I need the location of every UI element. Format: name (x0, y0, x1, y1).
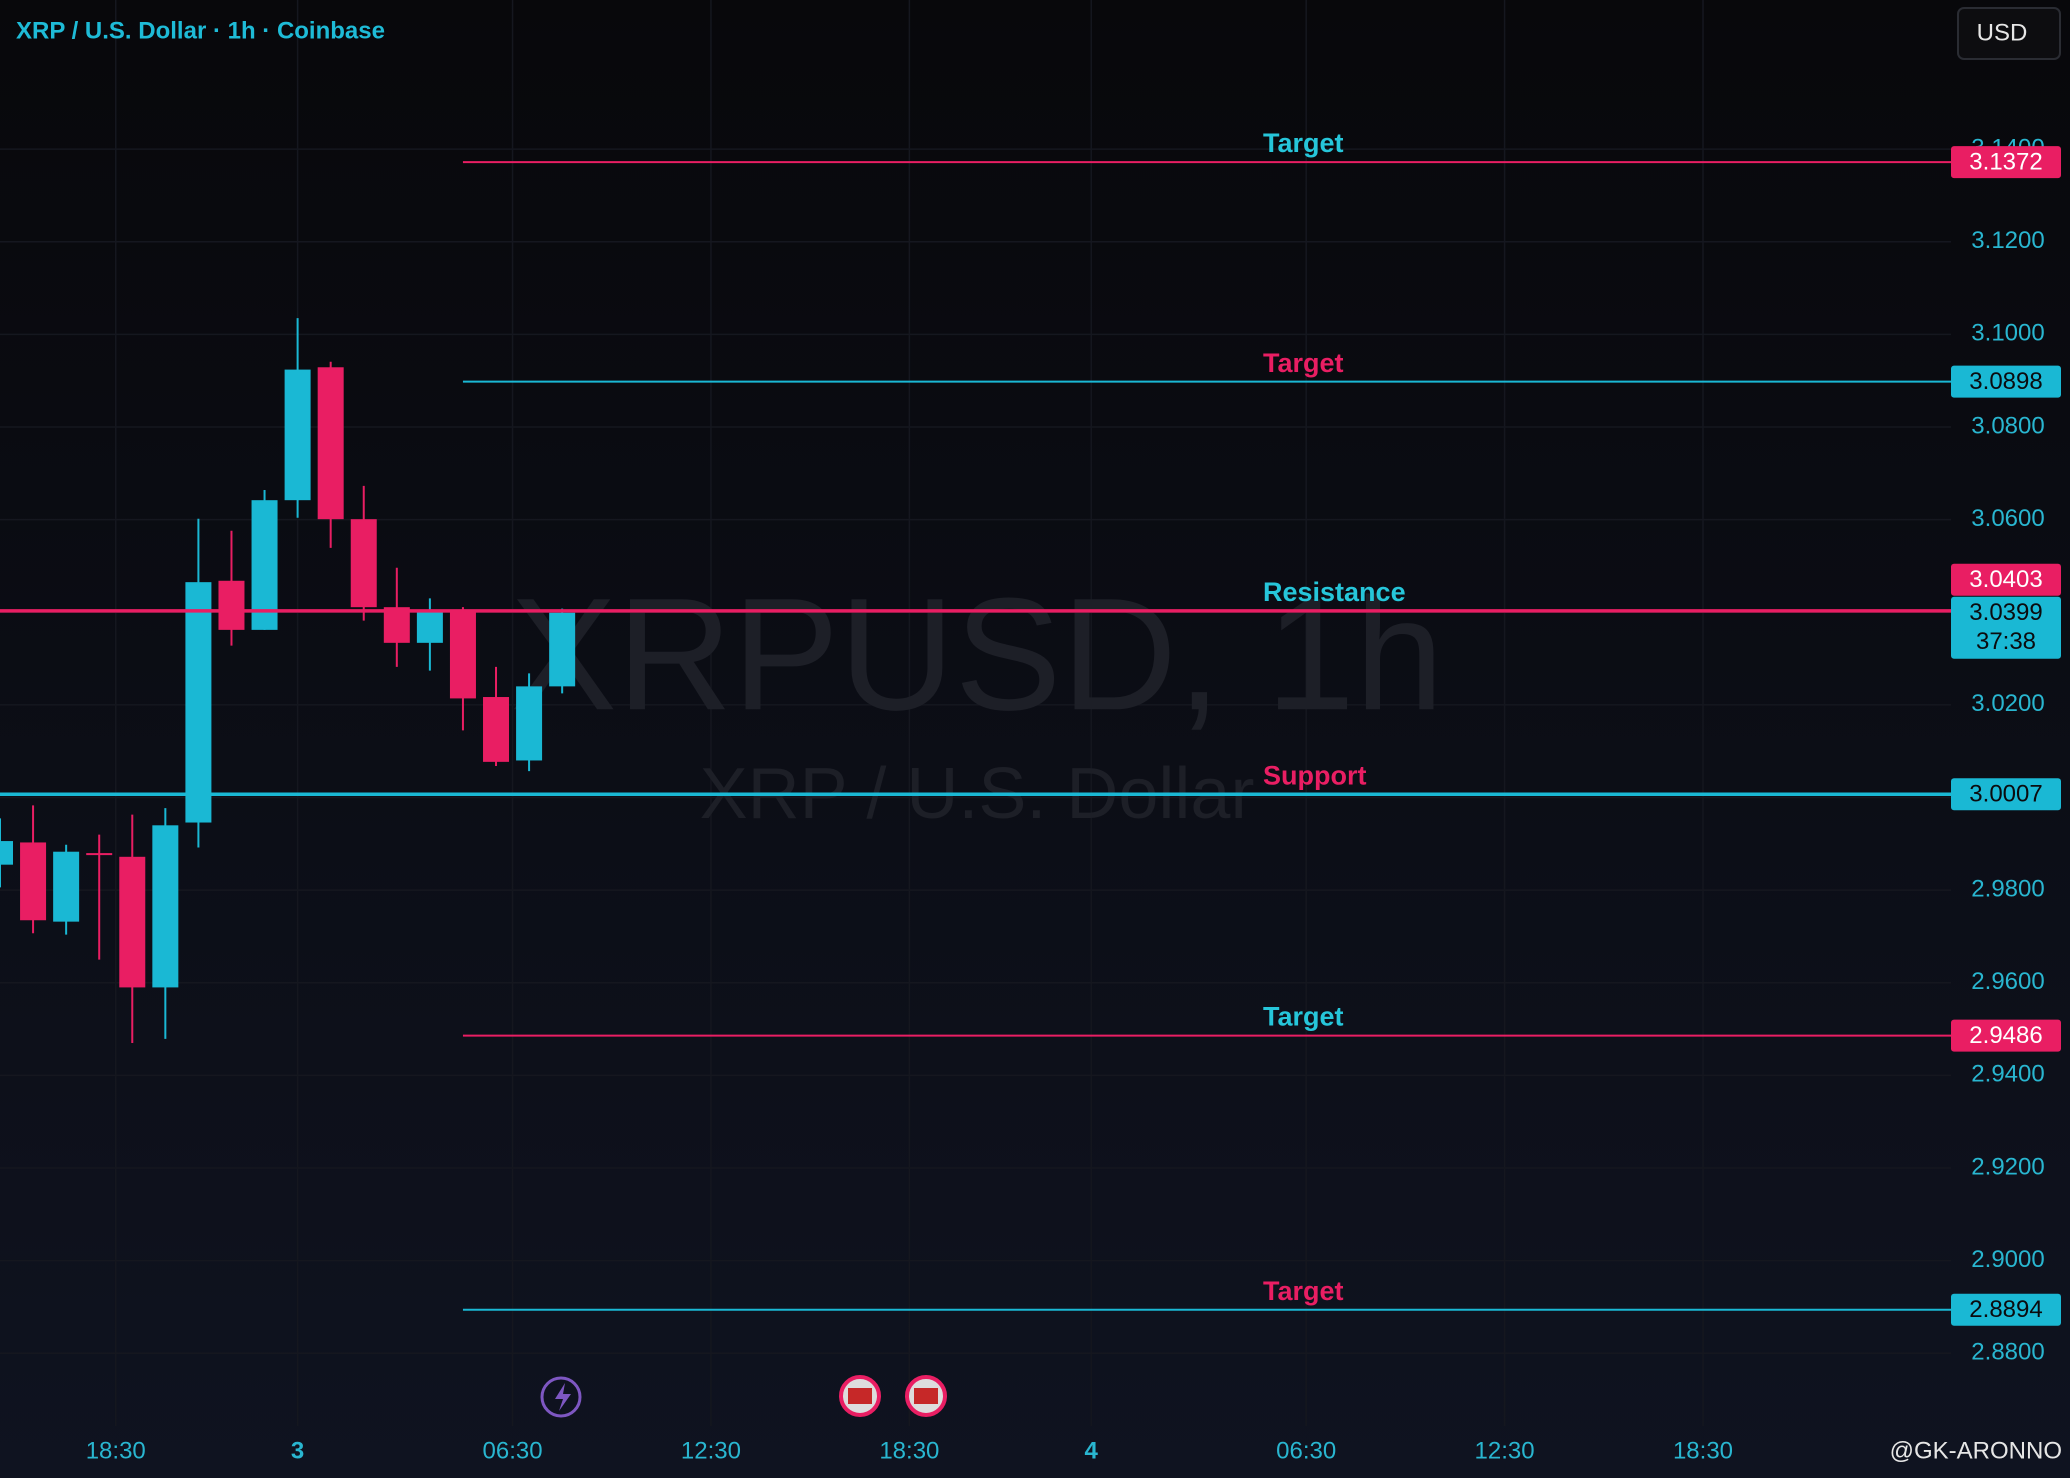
y-tick-label: 3.0200 (1971, 690, 2044, 717)
price-label-box (1951, 778, 2061, 811)
x-tick-label: 4 (1085, 1437, 1099, 1464)
currency-button-label[interactable]: USD (1977, 19, 2028, 46)
watermark: XRPUSD, 1h (510, 564, 1444, 743)
candle-body (119, 856, 146, 988)
x-tick-label: 06:30 (1276, 1437, 1336, 1464)
level-label: Target (1263, 348, 1344, 378)
candle-body (251, 500, 278, 630)
level-label: Target (1263, 128, 1344, 158)
y-tick-label: 2.9000 (1971, 1246, 2044, 1273)
candle-body (383, 607, 410, 643)
y-tick-label: 3.1200 (1971, 227, 2044, 254)
candle-body (185, 582, 212, 823)
x-tick-label: 18:30 (1673, 1437, 1733, 1464)
price-label: 3.0898 (1969, 368, 2042, 395)
x-tick-label: 12:30 (681, 1437, 741, 1464)
candle-body (317, 367, 344, 520)
y-tick-label: 3.0800 (1971, 412, 2044, 439)
candle-body (449, 609, 476, 699)
candle-body (53, 851, 80, 922)
y-tick-label: 2.8800 (1971, 1339, 2044, 1366)
price-label: 3.1372 (1969, 148, 2042, 175)
price-label-box (1951, 1019, 2061, 1052)
y-tick-label: 2.9600 (1971, 968, 2044, 995)
x-tick-label: 3 (291, 1437, 304, 1464)
price-label: 2.8894 (1969, 1296, 2042, 1323)
x-tick-label: 18:30 (86, 1437, 146, 1464)
x-tick-label: 06:30 (483, 1437, 543, 1464)
plot: Target Target Resistance Support Target Targe… (0, 128, 1951, 1311)
candle-body (86, 853, 113, 856)
candle-body (483, 697, 510, 762)
price-label-box (1951, 146, 2061, 179)
flag (848, 1388, 872, 1404)
author: @GK-ARONNO (1890, 1437, 2062, 1464)
y-tick-label: 2.9800 (1971, 875, 2044, 902)
countdown-label: 37:38 (1976, 628, 2036, 655)
x-tick-label: 12:30 (1475, 1437, 1535, 1464)
candle-body (218, 580, 245, 630)
level-label: Resistance (1263, 577, 1406, 607)
level-label: Target (1263, 1002, 1344, 1032)
flag (914, 1388, 938, 1404)
level-label: Support (1263, 760, 1366, 790)
candle-body (350, 519, 377, 608)
event-icon[interactable] (540, 1376, 582, 1418)
price-label-box (1951, 365, 2061, 398)
price-label: 3.0007 (1969, 781, 2042, 808)
y-tick-label: 3.0600 (1971, 505, 2044, 532)
x-tick-label: 18:30 (879, 1437, 939, 1464)
price-label: 3.0403 (1969, 566, 2042, 593)
candle-body (0, 841, 13, 865)
price-label-box (1951, 1293, 2061, 1326)
last-price-box (1951, 596, 2061, 659)
candle-body (416, 611, 443, 643)
price-label-box (1951, 563, 2061, 596)
y-tick-label: 2.9200 (1971, 1153, 2044, 1180)
y-tick-label: 2.9400 (1971, 1061, 2044, 1088)
event-icon-bolt (555, 1383, 571, 1411)
candle-body (152, 825, 179, 988)
currency-button[interactable] (1957, 7, 2061, 60)
price-label: 2.9486 (1969, 1022, 2042, 1049)
candle-body (20, 842, 47, 921)
level-label: Target (1263, 1276, 1344, 1306)
last-price-label: 3.0399 (1969, 599, 2042, 626)
candle-body (284, 369, 311, 501)
event-icons (540, 1375, 947, 1418)
y-tick-label: 3.1000 (1971, 320, 2044, 347)
chart-title: XRP / U.S. Dollar · 1h · Coinbase (16, 17, 385, 44)
candle-body (549, 612, 576, 687)
candle-body (516, 686, 543, 761)
